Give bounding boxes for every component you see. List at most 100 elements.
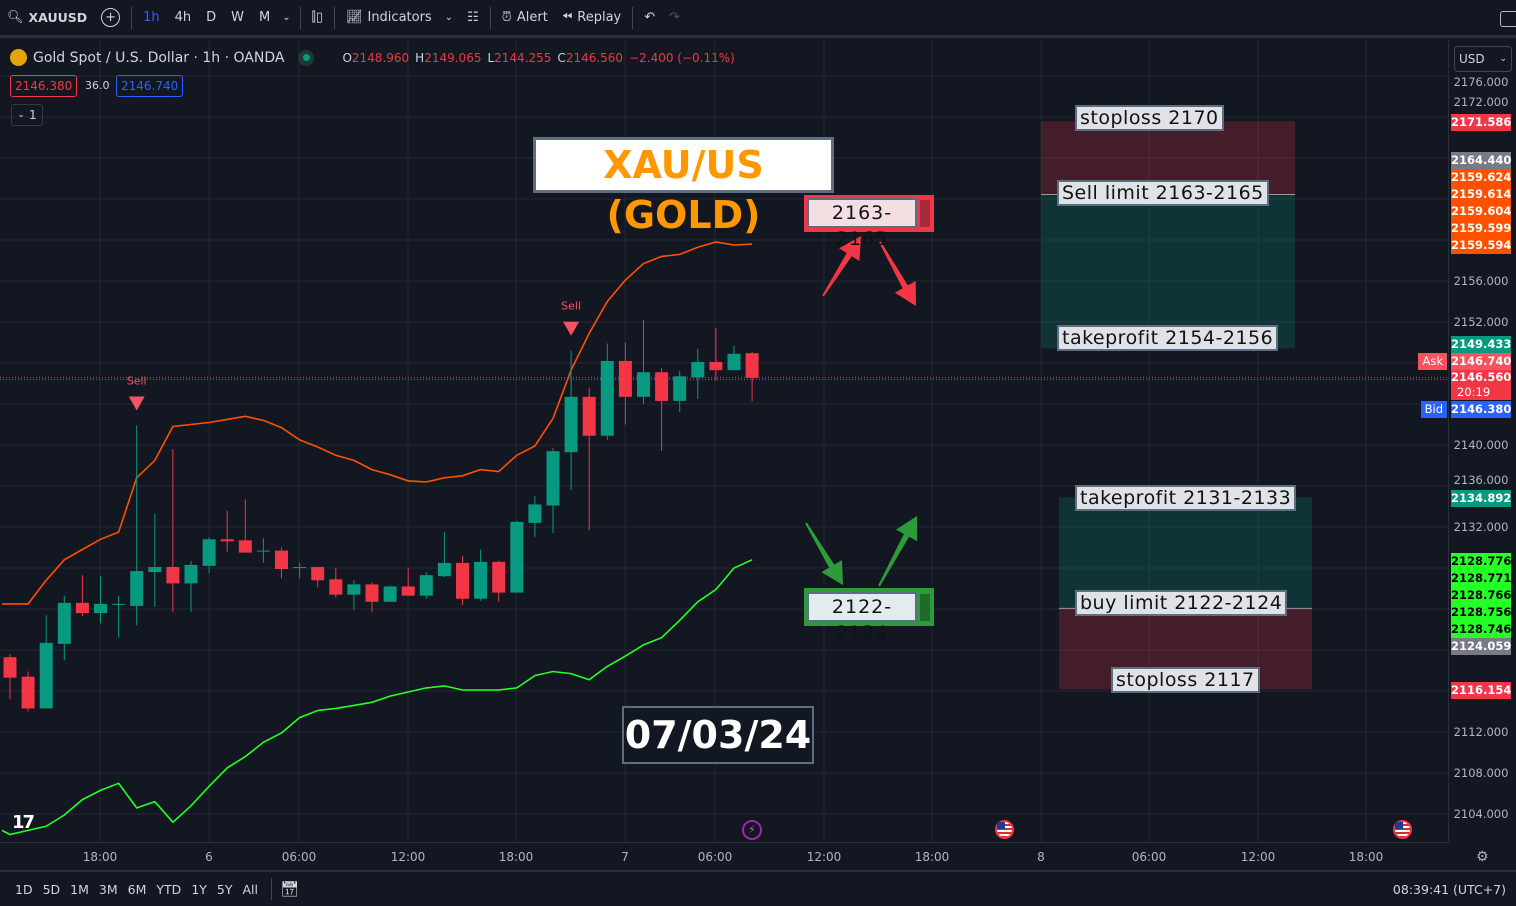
range-5D[interactable]: 5D [42, 881, 61, 897]
time-axis[interactable]: 18:00 6 06:00 12:00 18:00 7 06:00 12:00 18:00 8 06… [0, 842, 1448, 870]
us-flag-event-icon[interactable] [1393, 820, 1412, 839]
alert-button[interactable]: ⏰︎ Alert [495, 0, 555, 37]
callout-accent [920, 200, 930, 227]
ohlc-value: 2146.560 [565, 50, 624, 65]
ohlc-key: C [557, 50, 566, 65]
sell-zone-callout[interactable]: 2163-2165 [804, 195, 934, 250]
ohlc-O: O2148.960 [342, 51, 409, 65]
range-1M[interactable]: 1M [70, 881, 89, 897]
upper-band-line [2, 241, 753, 605]
rewind-icon: ⏪︎ [561, 10, 573, 25]
candle-up [39, 642, 53, 709]
price-chart[interactable]: Sell Sell [0, 0, 1448, 842]
divider [333, 6, 335, 29]
indicators-button[interactable]: 📈︎ Indicators ⌄ [339, 0, 460, 37]
candle-down [329, 579, 343, 595]
candle-up [184, 564, 198, 584]
candle-up [347, 584, 361, 595]
candle-down [655, 372, 669, 401]
candles-icon: ⫿▯ [311, 10, 323, 25]
price-axis[interactable]: 2176.000 2172.000 2156.000 2152.000 2140.000… [1448, 40, 1516, 842]
sell-signal-marker [128, 396, 145, 411]
buy-limit-label[interactable]: buy limit 2122-2124 [1075, 590, 1288, 616]
chevron-down-icon[interactable]: ⌄ [282, 12, 291, 23]
buy-takeprofit-label[interactable]: takeprofit 2131-2133 [1075, 485, 1297, 511]
time-tick: 18:00 [498, 850, 534, 864]
sell-limit-label[interactable]: Sell limit 2163-2165 [1057, 180, 1269, 206]
candle-up [256, 550, 270, 552]
timeframe-D[interactable]: D [206, 10, 217, 25]
price-tick: 2136.000 [1453, 473, 1509, 487]
price-label: 2128.766 [1451, 587, 1512, 604]
time-tick: 06:00 [697, 850, 733, 864]
price-label: 2159.594 [1451, 237, 1512, 254]
price-tick: 2172.000 [1453, 95, 1509, 109]
symbol-search[interactable]: 🔍︎ XAUUSD [0, 0, 94, 37]
timeframe-1h[interactable]: 1h [143, 10, 160, 25]
range-YTD[interactable]: YTD [156, 881, 182, 897]
ohlc-L: L2144.255 [487, 51, 551, 65]
timeframe-4h[interactable]: 4h [174, 10, 192, 25]
candle-up [510, 521, 524, 593]
range-All[interactable]: All [242, 881, 259, 897]
buy-price-button[interactable]: 2146.740 [116, 75, 184, 97]
candle-down [166, 566, 180, 584]
chevron-down-icon: ⌄ [444, 12, 454, 23]
candle-up [673, 376, 687, 401]
ohlc-C: C2146.560 [557, 51, 623, 65]
currency-select[interactable]: USD ⌄ [1454, 46, 1512, 72]
timeframe-M[interactable]: M [259, 10, 271, 25]
ohlc-key: O [342, 50, 352, 65]
divider [131, 6, 133, 29]
range-1Y[interactable]: 1Y [191, 881, 207, 897]
redo-button[interactable]: ↷ [662, 0, 687, 37]
candle-up [474, 561, 488, 599]
sell-price-button[interactable]: 2146.380 [10, 75, 78, 97]
candle-up [528, 504, 542, 523]
time-tick: 7 [621, 850, 629, 864]
undo-button[interactable]: ↶ [637, 0, 662, 37]
price-label: 2124.059 [1451, 638, 1512, 655]
timeframe-group: 1h 4h D W M [136, 0, 277, 37]
title-annotation[interactable]: XAU/US (GOLD) [533, 137, 834, 237]
range-3M[interactable]: 3M [98, 881, 118, 897]
price-label: 2146.740 [1451, 353, 1512, 370]
collapse-indicators-button[interactable]: ⌄ 1 [11, 104, 43, 126]
timeframe-W[interactable]: W [231, 10, 245, 25]
layouts-button[interactable]: ☷ [460, 0, 486, 37]
time-tick: 06:00 [281, 850, 317, 864]
buy-stoploss-label[interactable]: stoploss 2117 [1111, 667, 1260, 693]
date-annotation[interactable]: 07/03/24 [622, 706, 814, 764]
fullscreen-button[interactable] [1500, 11, 1516, 27]
symbol-title[interactable]: Gold Spot / U.S. Dollar · 1h · OANDA [33, 49, 285, 66]
buy-zone-label: 2122-2124 [807, 592, 917, 644]
ask-tag: Ask [1418, 353, 1447, 370]
buy-zone-callout[interactable]: 2122-2124 [804, 588, 934, 644]
price-label: 2159.604 [1451, 203, 1512, 220]
chart-type-button[interactable]: ⫿▯ [305, 0, 330, 37]
us-flag-event-icon[interactable] [995, 820, 1014, 839]
price-label: 2171.586 [1451, 114, 1512, 131]
event-lightning-icon[interactable]: ⚡︎ [742, 820, 762, 840]
candle-down [238, 540, 252, 553]
goto-date-calendar-icon[interactable]: 📅︎ [280, 880, 300, 898]
range-5Y[interactable]: 5Y [216, 881, 233, 897]
price-label: 2159.614 [1451, 186, 1512, 203]
clock-timezone[interactable]: 08:39:41 (UTC+7) [1392, 881, 1506, 897]
settings-gear-icon[interactable]: ⚙︎ [1476, 849, 1489, 865]
market-status-icon [298, 49, 315, 66]
chevron-down-icon: ⌄ [17, 110, 25, 120]
replay-button[interactable]: ⏪︎ Replay [555, 0, 628, 37]
candle-down [75, 602, 89, 614]
range-6M[interactable]: 6M [127, 881, 147, 897]
compare-button[interactable]: + [94, 0, 127, 37]
indicators-icon: 📈︎ [345, 10, 363, 25]
candle-down [275, 550, 288, 570]
candle-down [21, 676, 35, 709]
sell-stoploss-label[interactable]: stoploss 2170 [1075, 105, 1224, 131]
price-label: 2134.892 [1451, 490, 1512, 507]
candle-up [293, 566, 307, 568]
range-1D[interactable]: 1D [15, 881, 33, 897]
sell-takeprofit-label[interactable]: takeprofit 2154-2156 [1057, 325, 1279, 351]
candle-up [148, 566, 162, 573]
